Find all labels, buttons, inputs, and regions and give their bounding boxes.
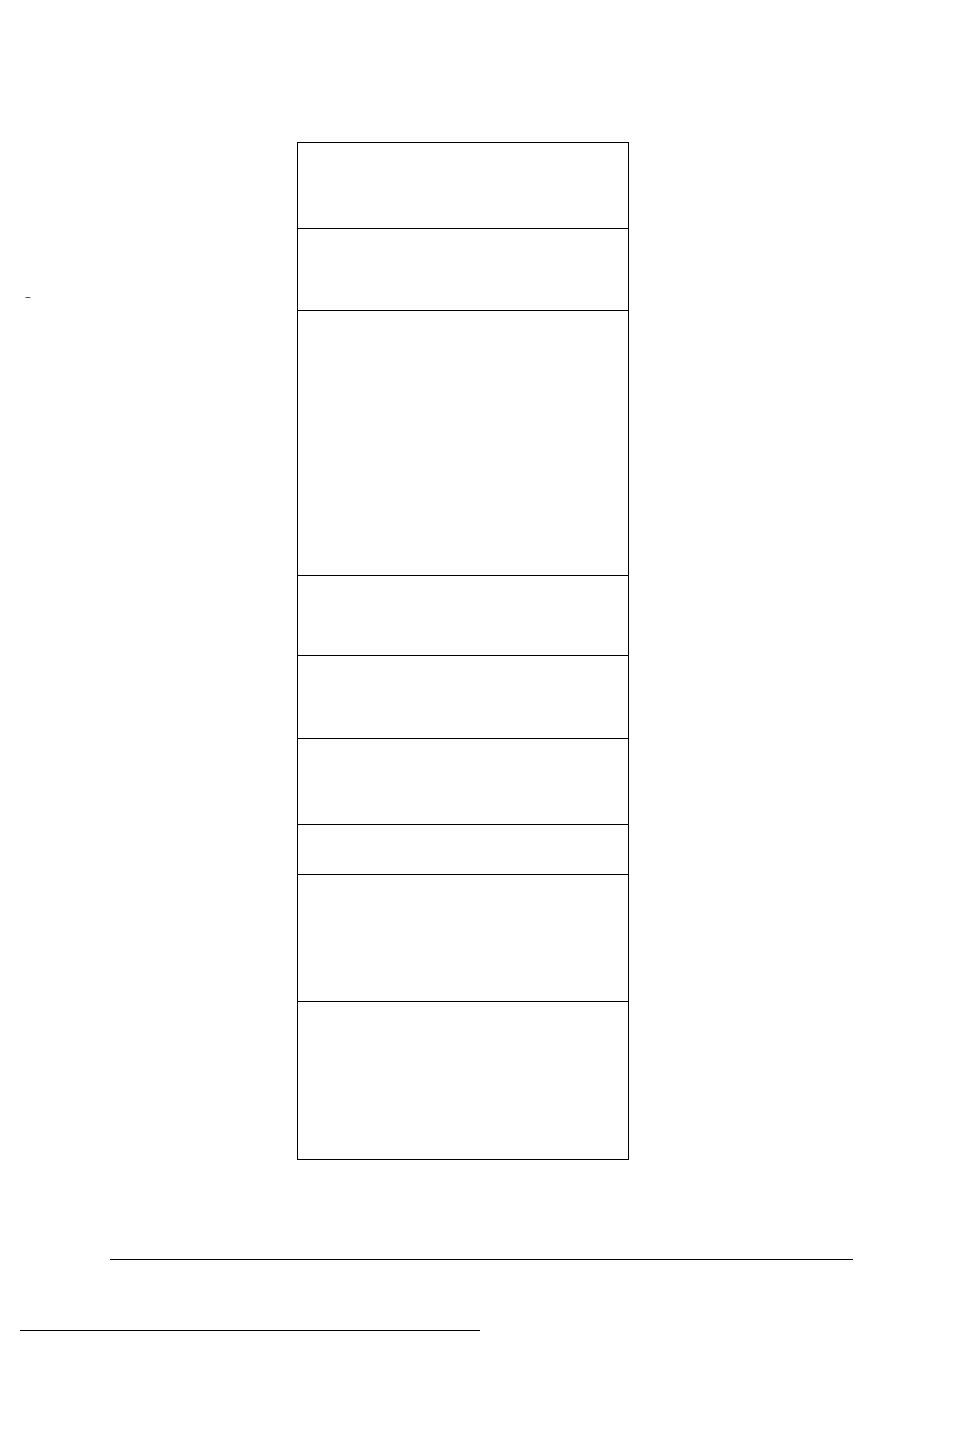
cell-4 bbox=[298, 656, 628, 739]
cell-8 bbox=[298, 1002, 628, 1159]
cell-6 bbox=[298, 825, 628, 875]
cell-2 bbox=[298, 311, 628, 576]
cell-0 bbox=[298, 143, 628, 229]
horizontal-rule-2 bbox=[20, 1330, 480, 1331]
stacked-cells-container bbox=[297, 142, 629, 1160]
cell-7 bbox=[298, 875, 628, 1002]
tilde-mark: ~ bbox=[25, 293, 31, 304]
cell-1 bbox=[298, 229, 628, 311]
cell-5 bbox=[298, 739, 628, 825]
cell-3 bbox=[298, 576, 628, 656]
horizontal-rule-1 bbox=[110, 1259, 853, 1260]
